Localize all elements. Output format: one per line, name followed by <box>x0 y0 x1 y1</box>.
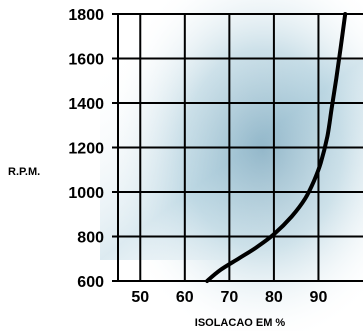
series <box>205 12 348 283</box>
y-tick-label-1200: 1200 <box>68 141 104 158</box>
axes <box>112 13 363 282</box>
grid <box>118 13 363 282</box>
y-tick-label-800: 800 <box>77 230 104 247</box>
x-tick-label-80: 80 <box>265 289 283 306</box>
series-line-0 <box>205 12 348 283</box>
x-tick-label-60: 60 <box>176 289 194 306</box>
y-tick-label-1400: 1400 <box>68 96 104 113</box>
x-tick-label-70: 70 <box>220 289 238 306</box>
tick-labels: 600 800 1000 1200 1400 1600 1800 50 60 70 80 90 <box>68 7 327 306</box>
y-axis-label: R.P.M. <box>8 166 40 178</box>
x-tick-label-50: 50 <box>131 289 149 306</box>
x-tick-label-90: 90 <box>310 289 328 306</box>
y-tick-label-600: 600 <box>77 274 104 291</box>
y-tick-label-1000: 1000 <box>68 185 104 202</box>
y-tick-label-1600: 1600 <box>68 52 104 69</box>
y-tick-label-1800: 1800 <box>68 7 104 24</box>
x-axis-label: ISOLACAO EM % <box>195 317 286 329</box>
